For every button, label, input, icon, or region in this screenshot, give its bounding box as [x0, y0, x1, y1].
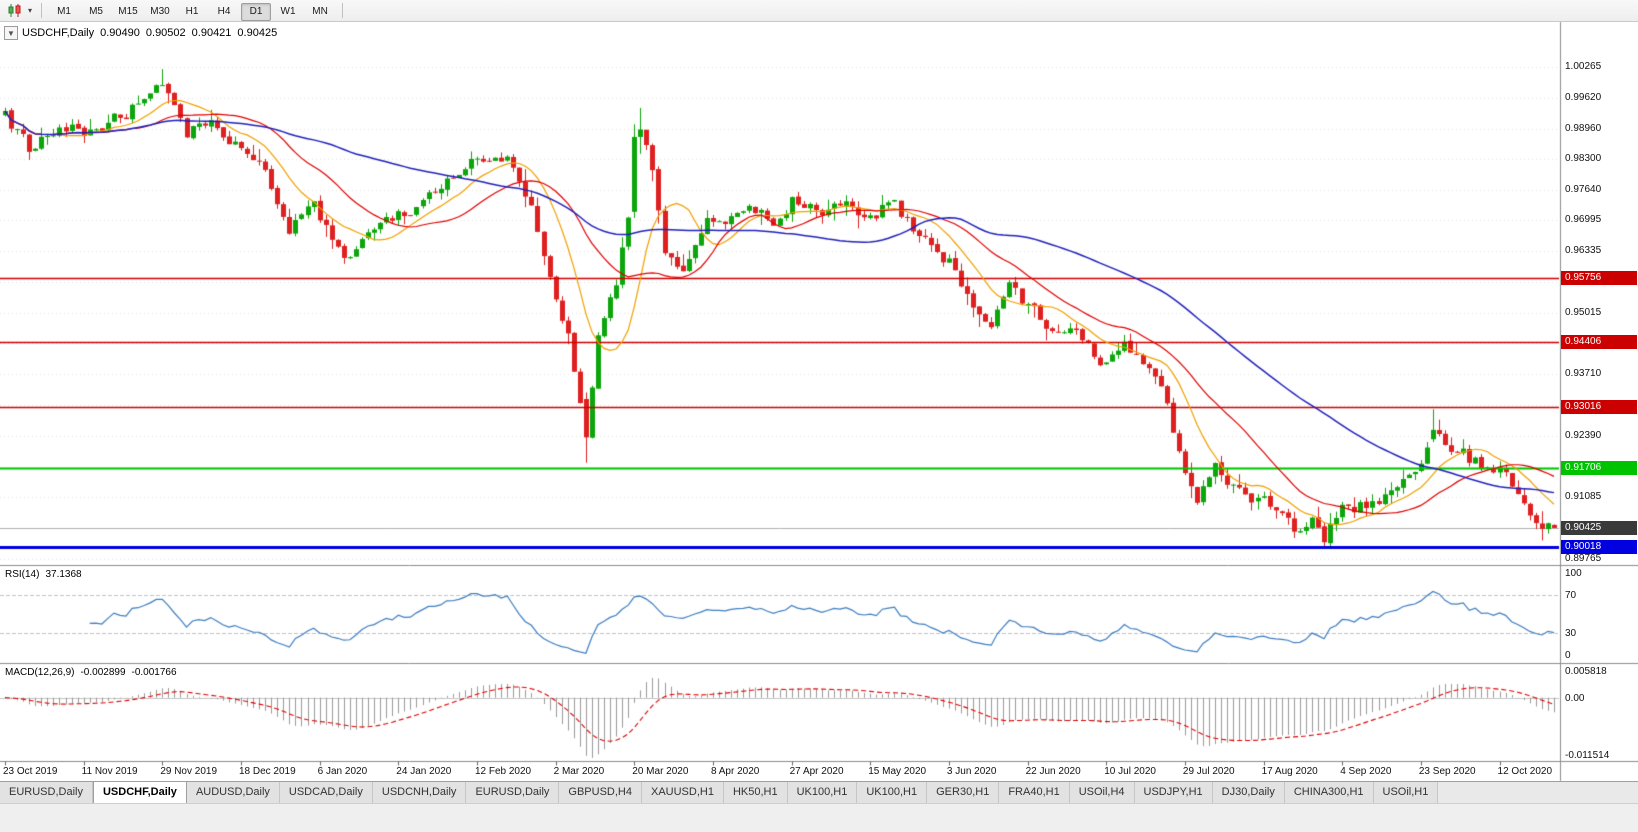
rsi-value: 37.1368 [45, 569, 82, 580]
chart-title: USDCHF,Daily 0.90490 0.90502 0.90421 0.9… [22, 27, 277, 39]
toolbar-separator [41, 3, 43, 18]
status-bar [0, 803, 1638, 832]
candlestick-chart-type-icon[interactable] [5, 2, 25, 20]
chart-tab-UK100-H1[interactable]: UK100,H1 [857, 782, 928, 803]
macd-name: MACD(12,26,9) [5, 667, 75, 678]
candlestick-icon-graphic [8, 4, 21, 17]
toolbar-separator [342, 3, 344, 18]
chart-tab-USOil-H4[interactable]: USOil,H4 [1069, 782, 1135, 803]
chart-tab-FRA40-H1[interactable]: FRA40,H1 [999, 782, 1070, 803]
timeframe-button-W1[interactable]: W1 [280, 5, 296, 17]
timeframe-button-H1[interactable]: H1 [185, 5, 199, 17]
timeframe-button-M5[interactable]: M5 [89, 5, 103, 17]
ohlc-close: 0.90425 [237, 27, 278, 39]
chart-tab-USDCHF-Daily[interactable]: USDCHF,Daily [92, 782, 187, 803]
chart-tab-USDCNH-Daily[interactable]: USDCNH,Daily [372, 782, 467, 803]
timeframe-button-M1[interactable]: M1 [57, 5, 71, 17]
chart-tab-USOil-H1[interactable]: USOil,H1 [1373, 782, 1439, 803]
chart-tab-GER30-H1[interactable]: GER30,H1 [927, 782, 1000, 803]
macd-indicator-title: MACD(12,26,9) -0.002899 -0.001766 [5, 667, 177, 678]
timeframe-button-group: M1 M5 M15 M30 H1 H4 D1 W1 MN [48, 1, 336, 21]
ohlc-low: 0.90421 [191, 27, 232, 39]
chart-symbol-label: USDCHF,Daily [22, 27, 95, 39]
chart-tab-CHINA300-H1[interactable]: CHINA300,H1 [1284, 782, 1374, 803]
macd-main-value: -0.002899 [80, 667, 126, 678]
chart-tab-HK50-H1[interactable]: HK50,H1 [723, 782, 788, 803]
macd-signal-value: -0.001766 [131, 667, 177, 678]
ohlc-high: 0.90502 [145, 27, 186, 39]
rsi-indicator-title: RSI(14) 37.1368 [5, 569, 82, 580]
chart-tab-EURUSD-Daily[interactable]: EURUSD,Daily [466, 782, 560, 803]
chart-tab-USDJPY-H1[interactable]: USDJPY,H1 [1134, 782, 1213, 803]
chart-tab-DJ30-Daily[interactable]: DJ30,Daily [1212, 782, 1285, 803]
chart-tab-bar: EURUSD,Daily USDCHF,Daily AUDUSD,Daily USDC… [0, 781, 1638, 803]
ohlc-open: 0.90490 [100, 27, 140, 39]
timeframe-button-H4[interactable]: H4 [217, 5, 231, 17]
one-click-trading-toggle[interactable]: ▼ [4, 26, 18, 40]
chart-type-dropdown-caret[interactable]: ▾ [28, 6, 33, 15]
chart-tab-USDCAD-Daily[interactable]: USDCAD,Daily [279, 782, 373, 803]
rsi-name: RSI(14) [5, 569, 40, 580]
chart-tab-GBPUSD-H4[interactable]: GBPUSD,H4 [559, 782, 642, 803]
timeframe-button-M15[interactable]: M15 [118, 5, 138, 17]
timeframe-toolbar: ▾ M1 M5 M15 M30 H1 H4 D1 W1 MN [0, 0, 1638, 22]
chart-tab-UK100-H1[interactable]: UK100,H1 [787, 782, 858, 803]
chart-tab-XAUUSD-H1[interactable]: XAUUSD,H1 [641, 782, 724, 803]
timeframe-button-M30[interactable]: M30 [150, 5, 170, 17]
chart-tab-EURUSD-Daily[interactable]: EURUSD,Daily [0, 782, 93, 803]
timeframe-button-MN[interactable]: MN [312, 5, 328, 17]
chart-tab-AUDUSD-Daily[interactable]: AUDUSD,Daily [186, 782, 280, 803]
timeframe-button-D1[interactable]: D1 [241, 2, 272, 21]
